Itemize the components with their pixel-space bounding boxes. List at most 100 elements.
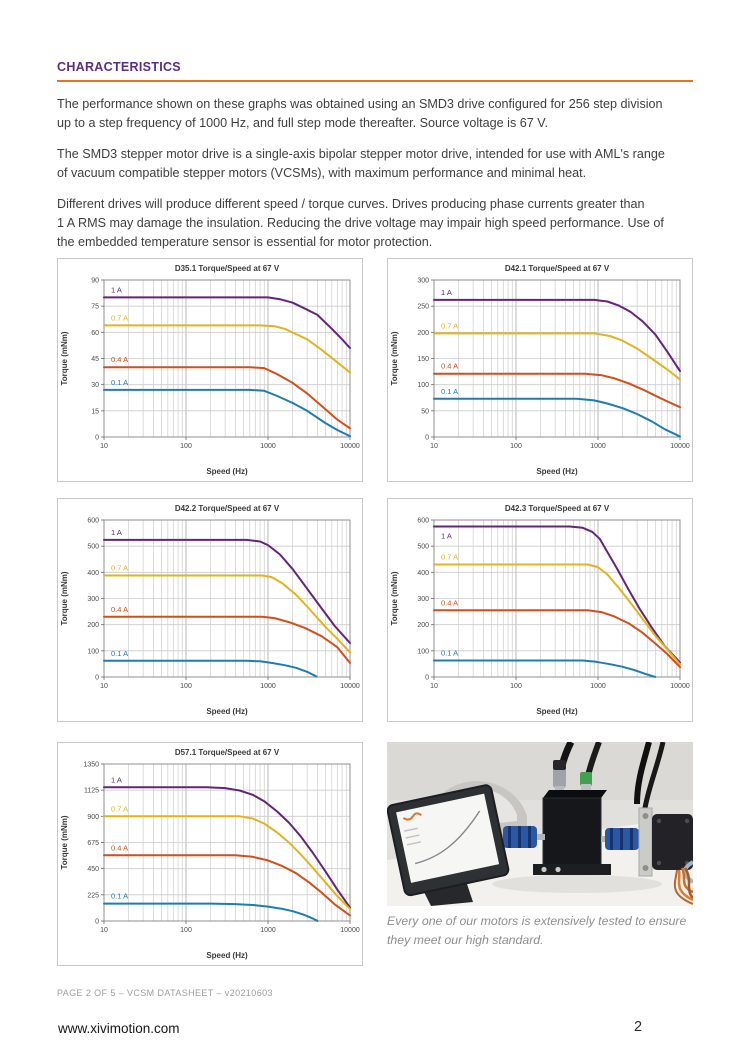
- intro-paragraph-2: The SMD3 stepper motor drive is a single…: [57, 147, 665, 180]
- svg-text:10: 10: [430, 443, 438, 450]
- svg-text:10000: 10000: [340, 927, 360, 934]
- svg-text:1000: 1000: [260, 443, 276, 450]
- screen-curve: [414, 810, 481, 865]
- chart-panel-d42-3: 0 100 200 300 400 500 600 10 100 1000 10000 1 A 0.7 …: [387, 498, 693, 722]
- page-number: 2: [634, 1019, 643, 1035]
- svg-text:1 A: 1 A: [111, 775, 122, 784]
- svg-text:Speed (Hz): Speed (Hz): [536, 707, 578, 716]
- svg-text:10: 10: [100, 683, 108, 690]
- svg-text:50: 50: [421, 408, 429, 415]
- svg-text:0.1 A: 0.1 A: [111, 649, 128, 658]
- svg-text:0.1 A: 0.1 A: [111, 892, 128, 901]
- svg-text:Speed (Hz): Speed (Hz): [536, 467, 578, 476]
- torque-speed-chart-d42-1: 0 50 100 150 200 250 300 10 100 1000 10000 1 A 0.7 A…: [390, 264, 690, 476]
- svg-text:100: 100: [180, 683, 192, 690]
- svg-text:600: 600: [417, 518, 429, 525]
- heading-underline: [57, 80, 693, 82]
- svg-text:400: 400: [87, 570, 99, 577]
- svg-text:900: 900: [87, 814, 99, 821]
- svg-text:10: 10: [100, 443, 108, 450]
- chart-panel-d35-1: 0 15 30 45 60 75 90 10 100 1000 10000 1 A 0.7 A 0.4 A…: [57, 258, 363, 482]
- svg-text:Torque (mNm): Torque (mNm): [60, 331, 69, 385]
- svg-text:0.4 A: 0.4 A: [111, 605, 128, 614]
- svg-text:400: 400: [417, 570, 429, 577]
- svg-text:200: 200: [417, 622, 429, 629]
- svg-text:1125: 1125: [84, 788, 99, 795]
- svg-text:500: 500: [87, 544, 99, 551]
- svg-text:Torque (mNm): Torque (mNm): [390, 331, 399, 385]
- tablet-display: [387, 784, 510, 897]
- svg-text:300: 300: [417, 278, 429, 285]
- svg-text:0.7 A: 0.7 A: [111, 804, 128, 813]
- svg-text:150: 150: [417, 356, 429, 363]
- svg-text:0.7 A: 0.7 A: [111, 563, 128, 572]
- svg-text:10: 10: [430, 683, 438, 690]
- svg-text:600: 600: [87, 518, 99, 525]
- screen-logo: [402, 812, 422, 821]
- svg-text:10000: 10000: [340, 443, 360, 450]
- svg-text:1 A: 1 A: [441, 288, 452, 297]
- svg-text:0: 0: [425, 435, 429, 442]
- svg-text:10: 10: [100, 927, 108, 934]
- svg-text:1000: 1000: [260, 683, 276, 690]
- svg-text:1000: 1000: [590, 443, 606, 450]
- svg-text:200: 200: [417, 330, 429, 337]
- website-link[interactable]: www.xivimotion.com: [58, 1021, 180, 1036]
- intro-paragraph-1: The performance shown on these graphs wa…: [57, 97, 663, 130]
- svg-text:100: 100: [87, 648, 99, 655]
- shaft-couplings: [495, 826, 639, 850]
- test-rig-photo-wrap: [387, 742, 693, 906]
- svg-text:10000: 10000: [670, 683, 690, 690]
- svg-text:450: 450: [87, 866, 99, 873]
- motor-wires: [673, 860, 693, 905]
- svg-text:10000: 10000: [340, 683, 360, 690]
- svg-text:Torque (mNm): Torque (mNm): [60, 815, 69, 869]
- svg-text:0.7 A: 0.7 A: [441, 321, 458, 330]
- chart-panel-d42-2: 0 100 200 300 400 500 600 10 100 1000 10000 1 A 0.7 …: [57, 498, 363, 722]
- svg-text:100: 100: [417, 382, 429, 389]
- svg-text:0.7 A: 0.7 A: [441, 552, 458, 561]
- torque-speed-chart-d35-1: 0 15 30 45 60 75 90 10 100 1000 10000 1 A 0.7 A 0.4 A…: [60, 264, 360, 476]
- svg-text:45: 45: [91, 356, 99, 363]
- svg-text:100: 100: [417, 648, 429, 655]
- photo-caption: Every one of our motors is extensively t…: [387, 914, 687, 947]
- torque-speed-chart-d42-3: 0 100 200 300 400 500 600 10 100 1000 10000 1 A 0.7 …: [390, 504, 690, 716]
- svg-text:0.1 A: 0.1 A: [441, 387, 458, 396]
- svg-text:D42.1 Torque/Speed at 67 V: D42.1 Torque/Speed at 67 V: [505, 264, 610, 273]
- svg-text:D42.2 Torque/Speed at 67 V: D42.2 Torque/Speed at 67 V: [175, 504, 280, 513]
- svg-text:0.7 A: 0.7 A: [111, 313, 128, 322]
- svg-text:0: 0: [95, 919, 99, 926]
- svg-text:100: 100: [510, 443, 522, 450]
- svg-text:0.4 A: 0.4 A: [111, 843, 128, 852]
- torque-speed-chart-d42-2: 0 100 200 300 400 500 600 10 100 1000 10000 1 A 0.7 …: [60, 504, 360, 716]
- svg-text:Torque (mNm): Torque (mNm): [390, 571, 399, 625]
- svg-text:0.4 A: 0.4 A: [441, 362, 458, 371]
- intro-paragraph-3: Different drives will produce different …: [57, 197, 664, 249]
- document-footer: PAGE 2 OF 5 – VCSM DATASHEET – v20210603: [57, 988, 273, 998]
- svg-text:100: 100: [510, 683, 522, 690]
- svg-text:10000: 10000: [670, 443, 690, 450]
- svg-text:1 A: 1 A: [111, 285, 122, 294]
- svg-text:15: 15: [91, 408, 99, 415]
- svg-text:100: 100: [180, 443, 192, 450]
- svg-text:60: 60: [91, 330, 99, 337]
- svg-text:0.4 A: 0.4 A: [441, 598, 458, 607]
- svg-text:500: 500: [417, 544, 429, 551]
- stepper-motor: [638, 807, 693, 877]
- svg-text:75: 75: [91, 304, 99, 311]
- svg-text:1 A: 1 A: [441, 532, 452, 541]
- svg-text:1 A: 1 A: [111, 528, 122, 537]
- svg-text:D35.1 Torque/Speed at 67 V: D35.1 Torque/Speed at 67 V: [175, 264, 280, 273]
- svg-text:0.1 A: 0.1 A: [111, 378, 128, 387]
- svg-text:675: 675: [87, 840, 99, 847]
- svg-text:Speed (Hz): Speed (Hz): [206, 951, 248, 960]
- svg-text:0: 0: [95, 435, 99, 442]
- svg-text:0: 0: [425, 675, 429, 682]
- svg-text:100: 100: [180, 927, 192, 934]
- svg-text:30: 30: [91, 382, 99, 389]
- sensor-connectors: [553, 760, 592, 794]
- chart-panel-d57-1: 0 225 450 675 900 1125 1350 10 100 1000 10000 1 A 0.…: [57, 742, 363, 966]
- torque-sensor-block: [533, 790, 611, 875]
- svg-text:0.4 A: 0.4 A: [111, 355, 128, 364]
